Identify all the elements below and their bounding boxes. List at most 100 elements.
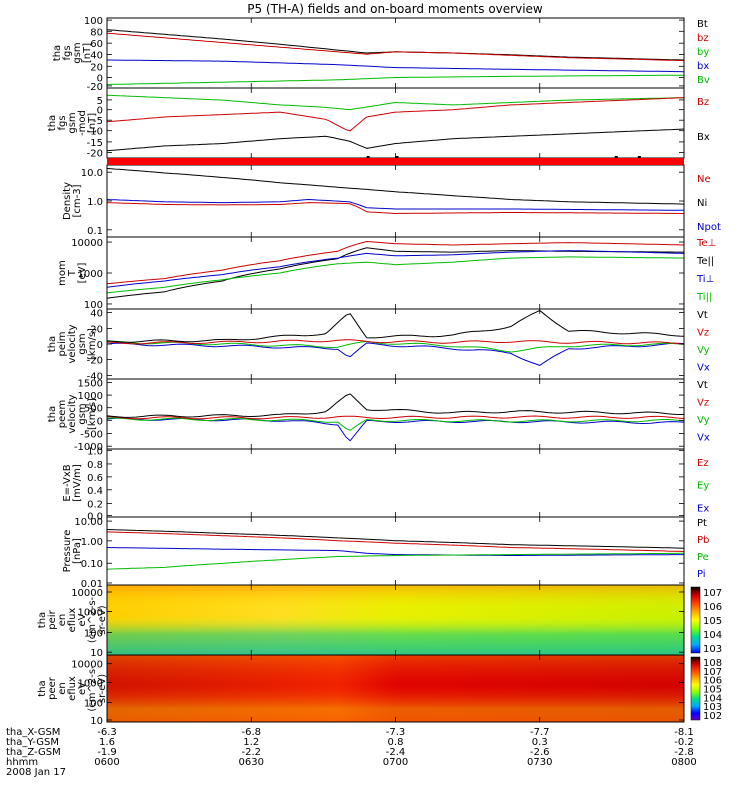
y-tick-label: -20 xyxy=(87,82,103,93)
y-axis-label-line: en xyxy=(57,682,68,695)
mode-bar-marker xyxy=(395,156,399,158)
y-axis-label-line: [nT] xyxy=(87,113,98,133)
legend-entry: Vz xyxy=(697,398,709,409)
y-axis-label-line: peer xyxy=(47,676,58,700)
legend-entry: Pt xyxy=(697,518,707,529)
y-axis-label: tha peem velocity gsm [km/s] xyxy=(47,394,98,433)
y-axis-label: Density [cm-3] xyxy=(62,182,83,220)
y-tick-label: -15 xyxy=(87,138,103,149)
panel-frame xyxy=(106,236,685,310)
y-tick-label: -20 xyxy=(87,148,103,159)
y-tick-label: 1500 xyxy=(78,379,103,390)
y-axis-label-line: [mV/m] xyxy=(72,464,83,502)
footer-row-value: -2.2 xyxy=(241,747,261,758)
y-tick-label: 20 xyxy=(90,62,103,73)
series-line-4-4 xyxy=(106,256,685,294)
footer-row-value: 1.6 xyxy=(99,737,115,748)
y-axis-label: tha peim velocity gsm [km/s] xyxy=(47,324,98,363)
y-tick-label: -1000 xyxy=(74,442,103,453)
legend-entry: Ez xyxy=(697,458,709,469)
footer-row-value: 0.3 xyxy=(532,737,548,748)
y-tick-label: 500 xyxy=(84,404,103,415)
y-tick-label: 10000 xyxy=(71,660,103,671)
legend-entry: Ex xyxy=(697,503,709,514)
y-tick-label: 1.0 xyxy=(87,446,103,457)
y-tick-label: 100 xyxy=(84,629,103,640)
y-axis-label-line: velocity xyxy=(67,394,78,433)
series-line-1-3 xyxy=(107,59,685,73)
series-line-1-4 xyxy=(106,74,684,85)
footer-row-value: -7.3 xyxy=(386,727,406,738)
y-tick-label: 0.8 xyxy=(87,460,103,471)
y-axis-label-line: (cm^2-s- xyxy=(87,665,98,712)
y-axis-label-line: tha xyxy=(37,680,48,696)
y-axis-label-line: fgs xyxy=(57,115,68,130)
legend-entry: Pb xyxy=(697,535,709,546)
y-tick-label: -5 xyxy=(93,116,103,127)
legend-entry: Vy xyxy=(697,345,710,356)
y-axis-label-line: gsm xyxy=(67,112,78,133)
panel-10: 10000 1000 100 10 tha peer en eflux eV (cm^2-s-sr… xyxy=(37,654,701,727)
y-axis-label-line: E=-VxB xyxy=(62,464,73,501)
legend-entry: Pe xyxy=(697,552,709,563)
footer-row-value: -8.1 xyxy=(674,727,694,738)
colorbar-tick: 104 xyxy=(703,630,722,641)
y-tick-label: 10000 xyxy=(71,238,103,249)
mode-bar-marker xyxy=(366,156,370,158)
y-axis-label: tha fgs gsm [nT] xyxy=(52,42,93,63)
colorbar-tick: 105 xyxy=(703,685,722,696)
footer-row-value: 0800 xyxy=(671,757,696,768)
colorbar-tick: 106 xyxy=(703,602,722,613)
footer-row-label: tha_Y-GSM xyxy=(6,737,59,748)
y-tick-label: 40 xyxy=(90,50,103,61)
footer-row-value: -2.4 xyxy=(386,747,406,758)
y-tick-label: 0 xyxy=(97,416,103,427)
legend-entry: Vt xyxy=(697,310,708,321)
panel-frame xyxy=(106,516,685,586)
footer-date: 2008 Jan 17 xyxy=(6,767,66,778)
footer-row-value: 0700 xyxy=(383,757,408,768)
y-axis-label-line: T xyxy=(67,269,78,277)
y-axis-label-line: sr-eV) xyxy=(97,674,108,703)
panel-frame xyxy=(106,378,685,450)
series-line-5-1 xyxy=(106,342,685,366)
y-axis-label-line: eflux xyxy=(67,608,78,633)
panel-frame xyxy=(106,164,685,238)
y-tick-label: 1.0 xyxy=(87,197,103,208)
legend-entry: Npot xyxy=(697,222,721,233)
y-tick-label: 0.6 xyxy=(87,473,103,484)
legend-entry: by xyxy=(697,47,709,58)
panel-7: Ez Ey Ex 1.0 0.8 0.6 0.4 0.2 0.0 E=-VxB [mV/m] xyxy=(62,446,709,522)
y-tick-label: 1000 xyxy=(78,678,103,689)
footer-row-label: hhmm xyxy=(6,757,38,768)
colorbar-tick: 103 xyxy=(703,702,722,713)
panel-5: Vt Vz Vy Vx 40 20 0 -20 -40 tha peim velocity gsm [km… xyxy=(47,308,710,383)
y-axis-label-line: eV xyxy=(77,613,88,626)
y-tick-label: 10.0 xyxy=(81,168,103,179)
series-line-3-1 xyxy=(106,168,685,205)
colorbar-tick: 104 xyxy=(703,693,722,704)
y-tick-label: 10000 xyxy=(71,588,103,599)
colorbar-tick: 107 xyxy=(703,667,722,678)
y-axis-label-line: tha xyxy=(47,406,58,422)
y-tick-label: 1000 xyxy=(78,608,103,619)
y-tick-label: 1000 xyxy=(78,391,103,402)
y-tick-label: -10 xyxy=(87,127,103,138)
y-axis-label-line: peim xyxy=(57,331,68,356)
y-tick-label: 20 xyxy=(90,325,103,336)
spectrogram-shade-1 xyxy=(107,585,684,655)
legend-entry: Ti⊥ xyxy=(696,274,714,285)
series-line-2-3 xyxy=(106,128,685,152)
panel-9: 10000 1000 100 10 tha peir en eflux eV (cm^2-s-sr… xyxy=(37,584,701,659)
colorbar-tick: 102 xyxy=(703,711,722,722)
y-tick-label: 1000 xyxy=(78,269,103,280)
y-axis-label-line: [nPa] xyxy=(72,538,83,564)
series-line-2-2 xyxy=(106,97,685,132)
y-tick-label: -500 xyxy=(80,430,103,441)
y-tick-label: 0.4 xyxy=(87,486,103,497)
y-tick-label: 100 xyxy=(84,699,103,710)
series-line-4-3 xyxy=(106,250,685,288)
